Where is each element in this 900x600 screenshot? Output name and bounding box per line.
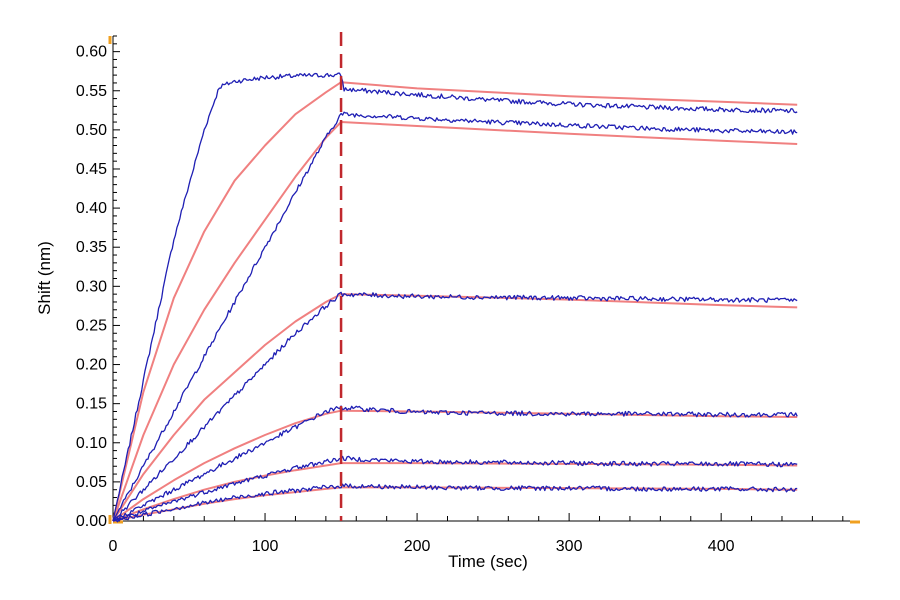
measured-trace — [112, 111, 798, 522]
series-layer — [112, 72, 798, 523]
fit-curve — [112, 121, 798, 522]
y-tick-label: 0.00 — [76, 513, 107, 530]
y-tick-label: 0.05 — [76, 474, 107, 491]
x-tick-label: 100 — [252, 538, 279, 555]
x-tick-label: 300 — [556, 538, 583, 555]
y-tick-label: 0.45 — [76, 161, 107, 178]
y-tick-label: 0.10 — [76, 435, 107, 452]
y-tick-label: 0.60 — [76, 44, 107, 61]
x-axis-title: Time (sec) — [448, 552, 528, 571]
y-tick-label: 0.25 — [76, 317, 107, 334]
y-tick-label: 0.50 — [76, 122, 107, 139]
measured-trace — [112, 291, 798, 522]
measured-trace — [112, 455, 798, 522]
y-axis-title: Shift (nm) — [35, 241, 54, 315]
y-tick-label: 0.55 — [76, 83, 107, 100]
measured-trace — [112, 405, 798, 522]
x-tick-label: 400 — [708, 538, 735, 555]
y-tick-label: 0.30 — [76, 278, 107, 295]
fit-curve — [112, 462, 798, 522]
x-tick-label: 0 — [109, 538, 118, 555]
fit-curve — [112, 81, 798, 522]
y-tick-label: 0.40 — [76, 200, 107, 217]
measured-trace — [112, 483, 798, 523]
x-tick-label: 200 — [404, 538, 431, 555]
y-tick-label: 0.35 — [76, 239, 107, 256]
y-tick-label: 0.15 — [76, 396, 107, 413]
y-tick-label: 0.20 — [76, 357, 107, 374]
measured-trace — [112, 72, 798, 522]
fit-curve — [112, 486, 798, 522]
fit-curve — [112, 409, 798, 522]
ticks: 0.00 0.05 0.10 0.15 0.20 0.25 0.30 0.35 0.40 0.45… — [76, 35, 844, 555]
